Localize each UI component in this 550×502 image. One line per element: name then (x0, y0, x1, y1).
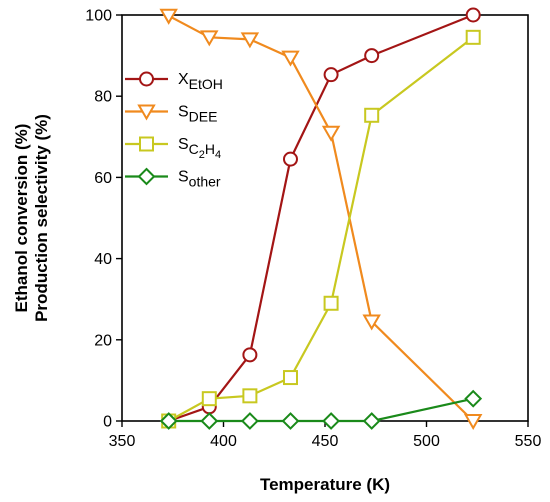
series-s-dee (159, 8, 483, 431)
legend-label: Sother (178, 169, 221, 190)
data-point (240, 32, 260, 49)
data-point (465, 7, 481, 23)
data-point (159, 412, 178, 430)
y-axis-title-line1: Ethanol conversion (%) (12, 124, 31, 313)
data-point (281, 412, 300, 430)
data-point (159, 8, 178, 25)
y-tick-label: 100 (85, 8, 112, 25)
series-x-etoh (161, 7, 481, 429)
data-point (200, 30, 219, 47)
data-point (322, 412, 341, 430)
data-point (240, 412, 259, 430)
data-point (242, 347, 258, 363)
series-layer (159, 7, 483, 431)
data-point (364, 48, 380, 64)
legend: XEtOH SDEE SC2H4 Sother (125, 71, 223, 190)
y-tick-label: 80 (94, 89, 112, 106)
data-point (282, 151, 298, 167)
legend-marker (137, 104, 156, 121)
data-point (281, 50, 300, 67)
y-tick-label: 60 (94, 170, 112, 187)
legend-label: SDEE (178, 104, 217, 125)
data-point (463, 414, 483, 431)
x-axis-title: Temperature (K) (260, 475, 390, 494)
legend-item: Sother (125, 167, 221, 190)
y-tick-label: 40 (94, 251, 112, 268)
legend-marker (139, 136, 154, 152)
x-tick-label: 500 (413, 433, 440, 450)
series-s-other (159, 389, 483, 430)
data-point (364, 107, 380, 123)
data-point (242, 388, 258, 404)
x-tick-label: 450 (312, 433, 339, 450)
legend-item: XEtOH (125, 71, 223, 92)
y-axis-title-line2: Production selectivity (%) (32, 114, 51, 322)
data-point (362, 314, 381, 331)
data-point (201, 391, 217, 407)
legend-item: SC2H4 (125, 136, 221, 161)
data-point (464, 389, 483, 408)
data-point (321, 125, 341, 142)
data-point (465, 29, 481, 45)
data-point (323, 67, 339, 83)
axes: 350 400 450 500 550 0 20 40 60 80 100 (85, 8, 541, 451)
data-point (200, 412, 219, 430)
y-tick-label: 20 (94, 332, 112, 349)
x-tick-label: 550 (515, 433, 542, 450)
data-point (323, 295, 339, 311)
legend-marker (137, 167, 156, 186)
data-point (362, 412, 381, 430)
x-tick-label: 400 (210, 433, 237, 450)
x-tick-label: 350 (109, 433, 136, 450)
y-tick-label: 0 (103, 414, 112, 431)
data-point (282, 370, 298, 386)
legend-label: SC2H4 (178, 136, 221, 161)
legend-marker (139, 71, 154, 87)
legend-item: SDEE (125, 104, 217, 125)
legend-label: XEtOH (178, 71, 223, 92)
